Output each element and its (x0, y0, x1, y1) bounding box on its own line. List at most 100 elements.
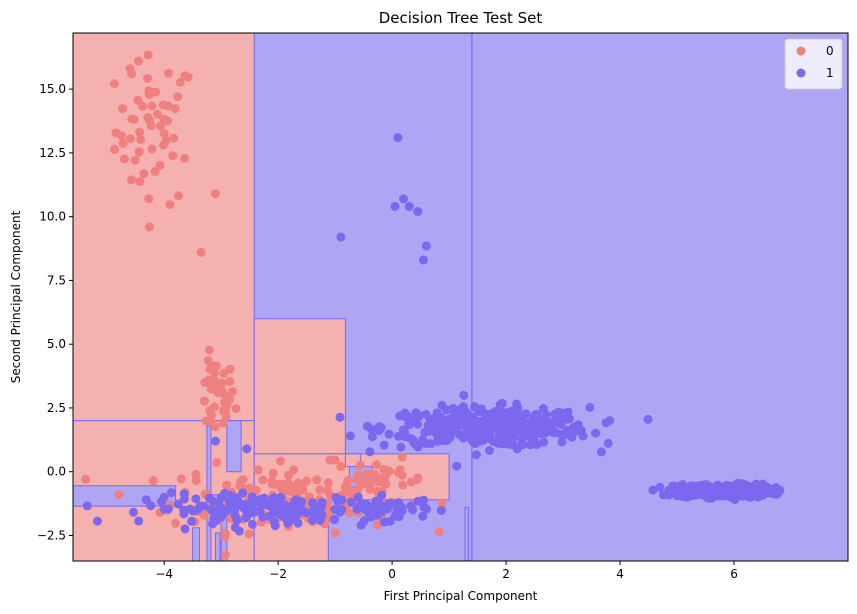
data-point-class-1 (547, 424, 557, 434)
data-point-class-1 (413, 207, 423, 217)
data-point-class-0 (196, 247, 206, 257)
data-point-class-1 (518, 440, 528, 450)
data-point-class-1 (369, 502, 379, 512)
data-point-class-1 (210, 436, 220, 446)
data-point-class-1 (230, 522, 240, 532)
data-point-class-1 (220, 506, 230, 516)
legend-marker-1 (796, 68, 806, 78)
data-point-class-1 (418, 511, 428, 521)
data-point-class-0 (201, 377, 211, 387)
x-tick-label: 4 (616, 567, 624, 581)
data-point-class-1 (329, 515, 339, 525)
data-point-class-1 (334, 505, 344, 515)
data-point-class-0 (276, 456, 286, 466)
data-point-class-1 (421, 241, 431, 251)
data-point-class-1 (456, 419, 466, 429)
data-point-class-1 (212, 515, 222, 525)
class-1-region (226, 420, 242, 473)
data-point-class-0 (244, 529, 254, 539)
data-point-class-0 (169, 133, 179, 143)
data-point-class-0 (126, 175, 136, 185)
data-point-class-0 (134, 147, 144, 157)
data-point-class-0 (222, 480, 232, 490)
data-point-class-0 (253, 465, 263, 475)
data-point-class-0 (355, 460, 365, 470)
data-point-class-1 (412, 411, 422, 421)
data-point-class-1 (141, 495, 151, 505)
data-point-class-1 (648, 485, 658, 495)
data-point-class-1 (232, 515, 242, 525)
data-point-class-0 (161, 135, 171, 145)
data-point-class-0 (312, 475, 322, 485)
data-point-class-1 (769, 489, 779, 499)
data-point-class-1 (242, 444, 252, 454)
data-point-class-0 (163, 116, 173, 126)
data-point-class-0 (434, 527, 444, 537)
data-point-class-1 (400, 412, 410, 422)
data-point-class-1 (491, 406, 501, 416)
data-point-class-0 (175, 77, 185, 87)
data-point-class-1 (585, 402, 595, 412)
legend-label-1: 1 (826, 66, 834, 80)
data-point-class-1 (241, 513, 251, 523)
data-point-class-1 (243, 502, 253, 512)
data-point-class-0 (437, 498, 447, 508)
data-point-class-0 (220, 391, 230, 401)
data-point-class-1 (187, 516, 197, 526)
data-point-class-0 (373, 473, 383, 483)
data-point-class-0 (144, 222, 154, 232)
data-point-class-1 (490, 421, 500, 431)
data-point-class-1 (409, 438, 419, 448)
data-point-class-1 (393, 133, 403, 143)
data-point-class-0 (289, 465, 299, 475)
y-tick-label: 2.5 (47, 401, 66, 415)
data-point-class-1 (591, 428, 601, 438)
data-point-class-1 (435, 413, 445, 423)
data-point-class-0 (221, 406, 231, 416)
data-point-class-1 (293, 503, 303, 513)
data-point-class-0 (397, 470, 407, 480)
data-point-class-0 (155, 121, 165, 131)
data-point-class-1 (484, 446, 494, 456)
data-point-class-1 (247, 493, 257, 503)
data-point-class-0 (135, 127, 145, 137)
data-point-class-0 (139, 169, 149, 179)
data-point-class-0 (120, 154, 130, 164)
data-point-class-1 (596, 447, 606, 457)
x-axis: −4 −2 0 2 4 6 (155, 561, 738, 581)
data-point-class-1 (522, 427, 532, 437)
data-point-class-0 (283, 478, 293, 488)
data-point-class-1 (336, 232, 346, 242)
data-point-class-0 (397, 452, 407, 462)
data-point-class-1 (331, 493, 341, 503)
series-1-points (82, 133, 785, 536)
data-point-class-1 (504, 430, 514, 440)
y-tick-label: 7.5 (47, 273, 66, 287)
data-point-class-0 (336, 461, 346, 471)
data-point-class-0 (330, 528, 340, 538)
data-point-class-1 (655, 482, 665, 492)
data-point-class-1 (521, 409, 531, 419)
class-1-region (192, 527, 201, 561)
x-tick-label: 6 (730, 567, 738, 581)
data-point-class-1 (365, 447, 375, 457)
data-point-class-1 (471, 450, 481, 460)
data-point-class-0 (180, 153, 190, 163)
data-point-class-1 (367, 432, 377, 442)
data-point-class-1 (705, 485, 715, 495)
data-point-class-0 (142, 73, 152, 83)
data-point-class-0 (379, 464, 389, 474)
data-point-class-0 (219, 368, 229, 378)
data-point-class-0 (200, 396, 210, 406)
data-point-class-0 (144, 86, 154, 96)
data-point-class-0 (173, 92, 183, 102)
data-point-class-1 (404, 418, 414, 428)
data-point-class-1 (379, 440, 389, 450)
data-point-class-0 (209, 375, 219, 385)
y-tick-label: 10.0 (39, 210, 66, 224)
data-point-class-1 (206, 505, 216, 515)
y-tick-label: 15.0 (39, 82, 66, 96)
data-point-class-1 (532, 440, 542, 450)
data-point-class-0 (147, 101, 157, 111)
x-axis-title: First Principal Component (384, 589, 538, 603)
